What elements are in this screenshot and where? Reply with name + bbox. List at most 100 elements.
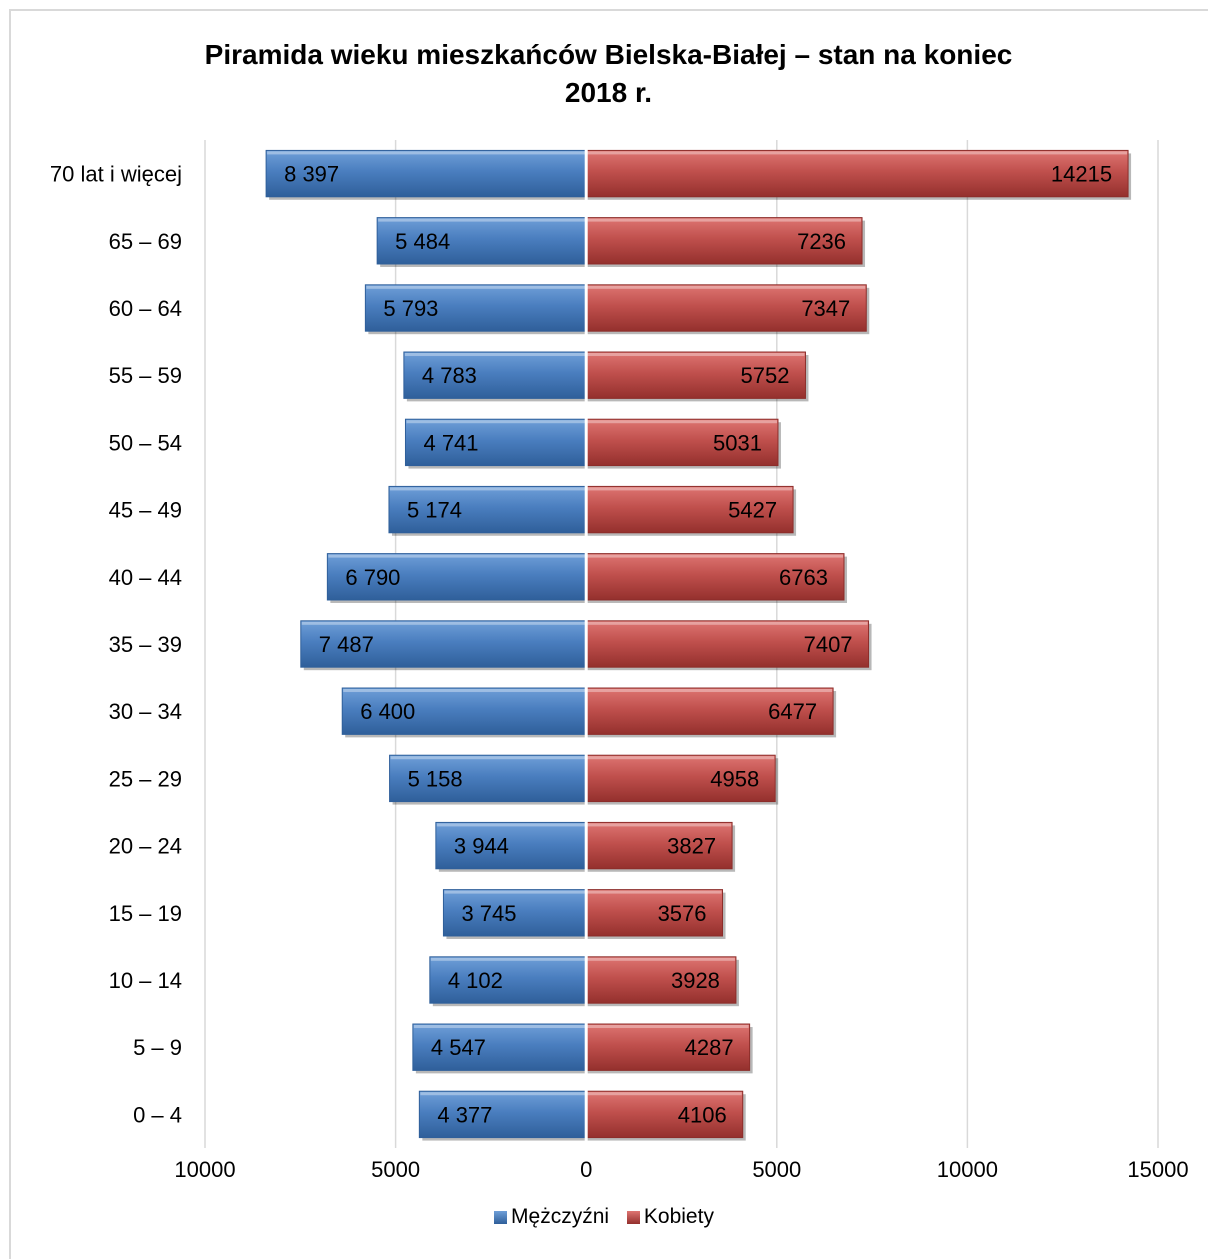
category-label-1: 65 – 69 [109, 229, 182, 254]
bar-men-14 [418, 1090, 587, 1139]
category-label-5: 45 – 49 [109, 498, 182, 523]
x-tick-label-3: 5000 [752, 1157, 801, 1182]
label-men-14: 4 377 [437, 1102, 492, 1127]
bar-men-12-highlight [430, 957, 586, 961]
bar-men-6 [326, 553, 587, 601]
label-women-8: 6477 [768, 699, 817, 724]
label-women-4: 5031 [713, 430, 762, 455]
bar-men-11-highlight [444, 890, 586, 894]
bar-women-2 [585, 284, 867, 332]
bar-men-10-highlight [436, 823, 586, 827]
bar-men-4-highlight [406, 420, 586, 424]
legend-item-men: Mężczyźni [494, 1205, 609, 1229]
bar-women-1-highlight [587, 218, 862, 222]
x-tick-label-5: 15000 [1127, 1157, 1188, 1182]
category-label-13: 5 – 9 [133, 1035, 182, 1060]
category-label-7: 35 – 39 [109, 632, 182, 657]
bar-women-3 [585, 351, 806, 399]
bar-women-12-highlight [587, 957, 735, 961]
category-label-14: 0 – 4 [133, 1102, 182, 1127]
bar-women-13-highlight [587, 1025, 749, 1029]
chart-title: Piramida wieku mieszkańców Bielska-Białe… [9, 36, 1208, 112]
label-women-2: 7347 [801, 296, 850, 321]
bar-men-13 [412, 1023, 587, 1071]
label-men-1: 5 484 [395, 229, 450, 254]
bar-women-7 [585, 620, 870, 668]
category-label-2: 60 – 64 [109, 296, 182, 321]
bar-women-14 [585, 1090, 744, 1139]
legend-swatch-men [494, 1210, 508, 1224]
label-men-13: 4 547 [431, 1035, 486, 1060]
label-men-6: 6 790 [345, 565, 400, 590]
legend-swatch-women [626, 1210, 640, 1224]
label-men-9: 5 158 [408, 766, 463, 791]
bar-women-6 [585, 553, 845, 601]
bar-men-0-highlight [267, 151, 586, 155]
label-women-12: 3928 [671, 968, 720, 993]
bar-men-12 [429, 956, 587, 1004]
bar-men-7 [300, 620, 587, 668]
category-label-8: 30 – 34 [109, 699, 182, 724]
bar-women-9-highlight [587, 756, 775, 760]
bar-women-4 [585, 418, 779, 467]
label-men-8: 6 400 [360, 699, 415, 724]
legend-item-women: Kobiety [626, 1205, 714, 1229]
label-men-2: 5 793 [383, 296, 438, 321]
data-labels: 8 397 5 484 5 793 4 783 4 741 5 174 6 790 7 487… [284, 162, 1112, 1128]
population-pyramid-plot: 8 397 5 484 5 793 4 783 4 741 5 174 6 790 7 487… [50, 140, 1189, 1182]
bar-men-9 [389, 754, 587, 803]
bar-men-10 [435, 821, 587, 870]
bar-women-7-highlight [587, 621, 868, 625]
bar-women-0 [585, 149, 1129, 198]
chart-title-line-1: Piramida wieku mieszkańców Bielska-Białe… [204, 39, 1013, 70]
bar-women-6-highlight [587, 554, 844, 558]
bar-men-1-highlight [378, 218, 586, 222]
label-women-1: 7236 [797, 229, 846, 254]
category-label-4: 50 – 54 [109, 430, 182, 455]
label-men-3: 4 783 [422, 363, 477, 388]
bar-women-0-highlight [587, 151, 1128, 155]
bar-women-4-highlight [587, 420, 777, 424]
label-women-0: 14215 [1051, 162, 1112, 187]
label-men-11: 3 745 [461, 901, 516, 926]
bar-men-8 [341, 687, 587, 735]
label-men-5: 5 174 [407, 498, 462, 523]
bar-men-7-highlight [301, 621, 586, 625]
label-men-4: 4 741 [423, 430, 478, 455]
chart-title-line-2: 2018 r. [564, 77, 653, 108]
bar-women-2-highlight [587, 285, 866, 289]
category-label-6: 40 – 44 [109, 565, 182, 590]
bar-men-9-highlight [390, 756, 586, 760]
bar-women-5-highlight [587, 487, 793, 491]
label-women-13: 4287 [685, 1035, 734, 1060]
bar-men-5 [388, 485, 587, 534]
bar-women-3-highlight [587, 353, 805, 357]
x-tick-label-1: 5000 [371, 1157, 420, 1182]
x-tick-label-0: 10000 [174, 1157, 235, 1182]
bar-men-8-highlight [343, 689, 586, 693]
bar-women-11 [585, 889, 724, 937]
category-label-11: 15 – 19 [109, 901, 182, 926]
label-women-3: 5752 [741, 363, 790, 388]
label-men-12: 4 102 [448, 968, 503, 993]
bar-women-8-highlight [587, 689, 833, 693]
category-label-3: 55 – 59 [109, 363, 182, 388]
bar-men-11 [442, 889, 587, 937]
label-women-5: 5427 [728, 498, 777, 523]
bar-men-6-highlight [328, 554, 586, 558]
bar-women-12 [585, 956, 737, 1004]
bar-women-13 [585, 1023, 751, 1071]
bar-men-13-highlight [413, 1025, 586, 1029]
label-women-7: 7407 [804, 632, 853, 657]
bar-women-10 [585, 821, 733, 870]
legend: Mężczyźni Kobiety [0, 1205, 1208, 1230]
bar-men-3-highlight [404, 353, 586, 357]
bars [265, 149, 1132, 1141]
bar-women-10-highlight [587, 823, 732, 827]
label-women-11: 3576 [658, 901, 707, 926]
label-men-0: 8 397 [284, 162, 339, 187]
label-men-7: 7 487 [319, 632, 374, 657]
axes: 70 lat i więcej 65 – 69 60 – 64 55 – 59 50 –… [50, 140, 1189, 1182]
legend-label-men: Mężczyźni [511, 1205, 610, 1228]
label-women-14: 4106 [678, 1102, 727, 1127]
